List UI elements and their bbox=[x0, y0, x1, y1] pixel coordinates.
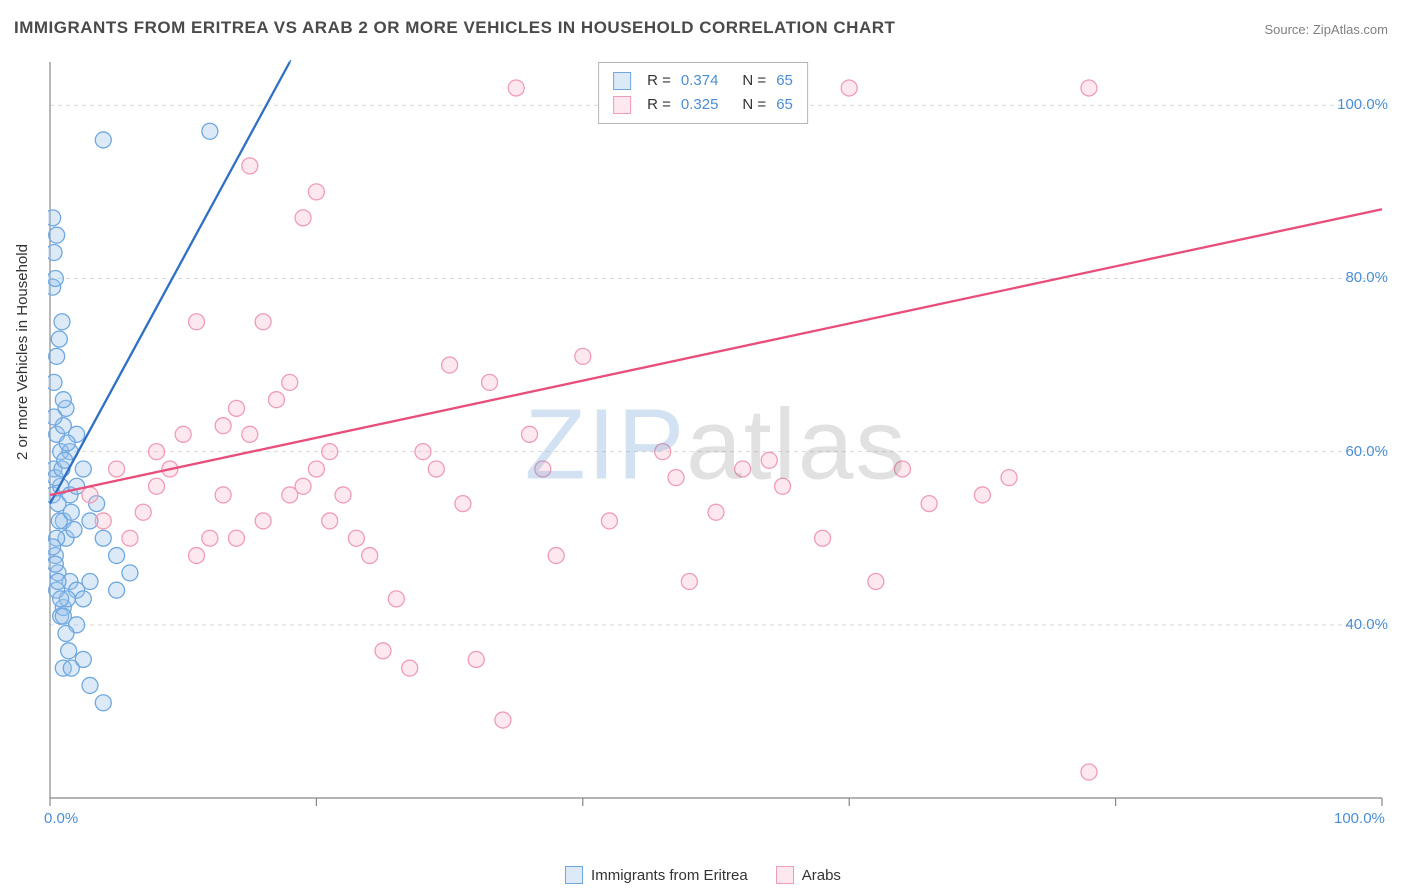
legend-r-value-2: 0.325 bbox=[681, 93, 719, 117]
legend-swatch-series2 bbox=[776, 866, 794, 884]
x-tick-label: 100.0% bbox=[1334, 810, 1385, 827]
legend-n-value-2: 65 bbox=[776, 93, 793, 117]
series-legend: Immigrants from Eritrea Arabs bbox=[0, 866, 1406, 884]
scatter-plot: ZIPatlas bbox=[48, 60, 1384, 830]
chart-svg bbox=[48, 60, 1384, 830]
source-attribution: Source: ZipAtlas.com bbox=[1264, 22, 1388, 37]
legend-row-series1: R = 0.374 N = 65 bbox=[613, 69, 793, 93]
legend-label-series2: Arabs bbox=[802, 867, 841, 884]
chart-title: IMMIGRANTS FROM ERITREA VS ARAB 2 OR MOR… bbox=[14, 18, 895, 38]
legend-row-series2: R = 0.325 N = 65 bbox=[613, 93, 793, 117]
y-tick-label: 100.0% bbox=[1337, 96, 1388, 113]
legend-item-series2: Arabs bbox=[776, 866, 841, 884]
legend-swatch-series2 bbox=[613, 96, 631, 114]
source-label: Source: bbox=[1264, 22, 1312, 37]
legend-r-label: R = bbox=[647, 69, 671, 93]
legend-item-series1: Immigrants from Eritrea bbox=[565, 866, 748, 884]
legend-n-label: N = bbox=[742, 93, 766, 117]
legend-n-label: N = bbox=[742, 69, 766, 93]
legend-label-series1: Immigrants from Eritrea bbox=[591, 867, 748, 884]
y-tick-label: 80.0% bbox=[1345, 269, 1388, 286]
x-tick-label: 0.0% bbox=[44, 810, 78, 827]
legend-r-label: R = bbox=[647, 93, 671, 117]
legend-n-value-1: 65 bbox=[776, 69, 793, 93]
y-tick-label: 40.0% bbox=[1345, 616, 1388, 633]
legend-swatch-series1 bbox=[565, 866, 583, 884]
legend-swatch-series1 bbox=[613, 72, 631, 90]
y-tick-label: 60.0% bbox=[1345, 443, 1388, 460]
correlation-legend: R = 0.374 N = 65 R = 0.325 N = 65 bbox=[598, 62, 808, 124]
legend-r-value-1: 0.374 bbox=[681, 69, 719, 93]
source-name: ZipAtlas.com bbox=[1313, 22, 1388, 37]
y-axis-label: 2 or more Vehicles in Household bbox=[14, 244, 31, 460]
